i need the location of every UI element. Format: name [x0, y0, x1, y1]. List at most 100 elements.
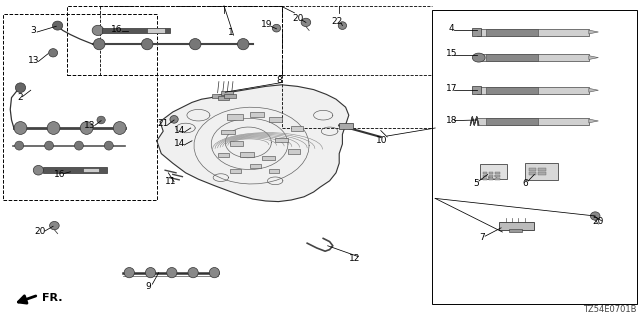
Bar	[483, 172, 487, 174]
Bar	[483, 178, 487, 180]
Bar	[230, 141, 243, 146]
Bar	[240, 152, 254, 157]
Text: 20: 20	[34, 227, 45, 236]
Text: 12: 12	[349, 254, 360, 263]
Bar	[147, 28, 165, 33]
Polygon shape	[589, 88, 598, 92]
Text: 20: 20	[292, 14, 303, 23]
Ellipse shape	[104, 141, 113, 150]
Ellipse shape	[339, 22, 347, 29]
Bar	[3, 14, 157, 200]
Bar	[221, 91, 233, 95]
Bar	[67, 6, 282, 75]
Ellipse shape	[92, 25, 104, 36]
Text: 13: 13	[28, 56, 39, 65]
Bar	[43, 167, 107, 173]
Ellipse shape	[50, 221, 60, 230]
Bar	[224, 94, 236, 98]
Bar	[227, 114, 243, 120]
Text: 18: 18	[446, 116, 458, 125]
Text: 15: 15	[446, 49, 458, 58]
Bar	[339, 123, 353, 129]
Ellipse shape	[188, 268, 198, 278]
Ellipse shape	[15, 83, 26, 92]
Bar	[486, 87, 538, 94]
Bar	[538, 168, 546, 171]
Ellipse shape	[591, 212, 600, 220]
Bar	[477, 118, 589, 125]
Text: 20: 20	[593, 217, 604, 226]
Bar	[529, 172, 536, 175]
Bar	[486, 54, 538, 61]
Text: 2: 2	[18, 93, 23, 102]
Bar	[486, 29, 538, 36]
Ellipse shape	[47, 122, 60, 134]
Bar	[262, 156, 275, 160]
Bar	[288, 149, 300, 154]
Text: TZ54E0701B: TZ54E0701B	[583, 305, 637, 314]
Ellipse shape	[97, 116, 105, 124]
Ellipse shape	[273, 24, 281, 32]
Bar	[472, 28, 481, 36]
Text: 17: 17	[446, 84, 458, 93]
Ellipse shape	[52, 21, 63, 30]
Text: 3: 3	[31, 26, 36, 35]
Text: 22: 22	[331, 17, 342, 26]
Text: 14: 14	[173, 126, 185, 135]
Text: 10: 10	[376, 136, 388, 145]
Ellipse shape	[15, 141, 24, 150]
Ellipse shape	[145, 268, 156, 278]
Ellipse shape	[80, 122, 93, 134]
Text: 13: 13	[84, 121, 95, 130]
Ellipse shape	[33, 165, 44, 175]
Text: 9: 9	[146, 282, 151, 291]
Bar	[472, 86, 481, 94]
Bar	[432, 10, 637, 304]
Text: 21: 21	[157, 119, 169, 128]
Polygon shape	[157, 85, 349, 202]
Text: 7: 7	[479, 233, 484, 242]
Bar	[269, 169, 279, 173]
Bar	[218, 96, 229, 100]
Bar	[83, 168, 99, 172]
Bar	[529, 168, 536, 171]
Bar	[489, 175, 493, 177]
Bar	[250, 164, 261, 168]
Bar	[477, 87, 589, 94]
Bar	[489, 178, 493, 180]
Text: 1: 1	[228, 28, 233, 37]
Ellipse shape	[45, 141, 54, 150]
Bar	[525, 163, 558, 180]
Bar	[538, 172, 546, 175]
Polygon shape	[589, 56, 598, 60]
Text: 6: 6	[522, 179, 527, 188]
Ellipse shape	[49, 49, 58, 57]
Ellipse shape	[14, 122, 27, 134]
Bar	[218, 153, 229, 157]
Ellipse shape	[141, 38, 153, 50]
Ellipse shape	[74, 141, 83, 150]
Bar	[275, 138, 288, 142]
Text: FR.: FR.	[42, 293, 62, 303]
Bar	[509, 229, 522, 232]
Text: 16: 16	[54, 170, 66, 179]
Bar	[250, 112, 264, 117]
Bar	[495, 172, 500, 174]
Text: 5: 5	[474, 179, 479, 188]
Bar	[477, 54, 589, 61]
Text: 19: 19	[260, 20, 272, 29]
Text: φ15: φ15	[488, 175, 499, 180]
Ellipse shape	[189, 38, 201, 50]
Text: 16: 16	[111, 25, 122, 34]
Bar	[495, 175, 500, 177]
Text: 4: 4	[449, 24, 454, 33]
Ellipse shape	[166, 268, 177, 278]
Bar	[212, 94, 224, 98]
Bar	[291, 126, 303, 131]
Bar	[102, 28, 170, 33]
Ellipse shape	[124, 268, 134, 278]
Text: 14: 14	[173, 139, 185, 148]
Ellipse shape	[93, 38, 105, 50]
Text: 8: 8	[277, 76, 282, 85]
Text: 11: 11	[164, 177, 176, 186]
